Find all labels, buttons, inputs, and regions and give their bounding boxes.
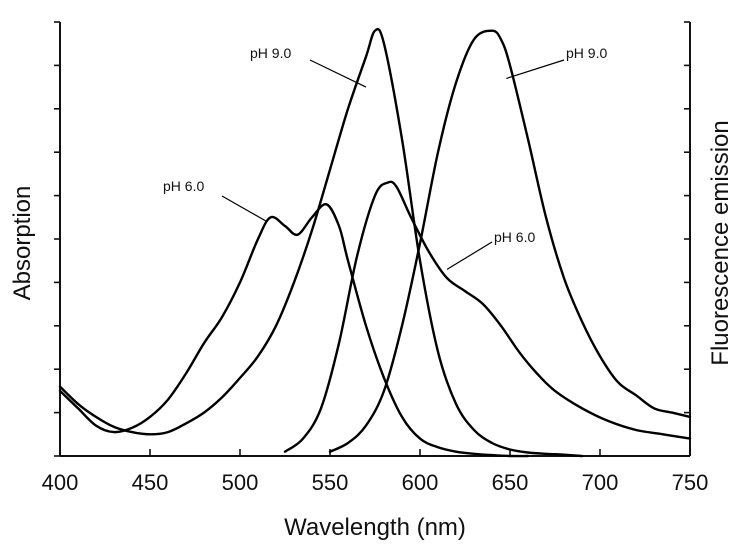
curve-absorption-ph-9-0 xyxy=(58,27,584,458)
x-tick-label: 550 xyxy=(312,470,349,495)
x-tick-label: 450 xyxy=(132,470,169,495)
annotation-label: pH 9.0 xyxy=(566,45,607,61)
x-axis-title: Wavelength (nm) xyxy=(284,514,466,541)
x-tick-label: 650 xyxy=(492,470,529,495)
curves xyxy=(58,27,692,458)
x-tick-label: 700 xyxy=(582,470,619,495)
annotation-label: pH 9.0 xyxy=(250,45,291,61)
annotation-leader xyxy=(309,59,367,88)
curve-emission-ph-6-0 xyxy=(283,180,692,453)
annotation-leader xyxy=(221,195,268,223)
y-axis-title-left: Absorption xyxy=(9,186,36,301)
annotation-label: pH 6.0 xyxy=(163,178,204,194)
curve-absorption-ph-6-0 xyxy=(58,203,530,458)
x-tick-label: 750 xyxy=(672,470,709,495)
annotation-leader xyxy=(446,241,493,270)
x-tick-label: 500 xyxy=(222,470,259,495)
x-tick-label: 600 xyxy=(402,470,439,495)
annotation-leader xyxy=(506,59,565,79)
annotation-label: pH 6.0 xyxy=(494,229,535,245)
x-tick-label: 400 xyxy=(42,470,79,495)
axes xyxy=(59,22,691,457)
y-axis-title-right: Fluorescence emission xyxy=(707,120,734,365)
curve-emission-ph-9-0 xyxy=(328,29,692,453)
annotations: pH 9.0 pH 9.0 pH 6.0 pH 6.0 xyxy=(163,45,607,270)
ticks: 400 450 500 550 600 650 700 750 xyxy=(42,21,709,495)
